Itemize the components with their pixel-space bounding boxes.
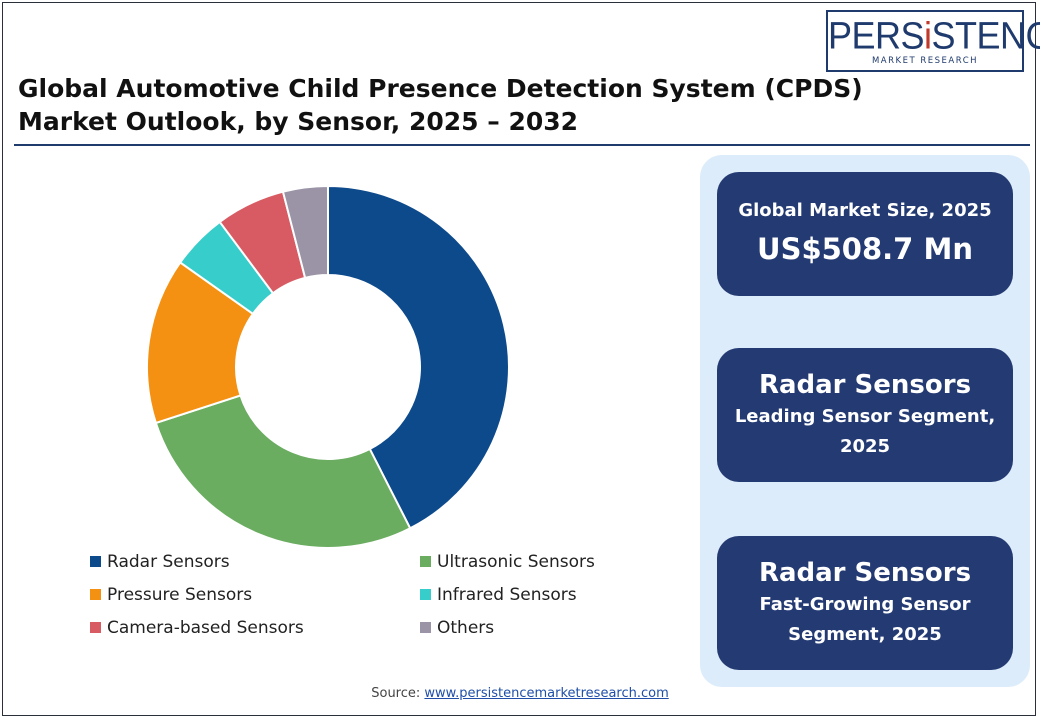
leading-segment-card: Radar Sensors Leading Sensor Segment, 20… [717,348,1013,482]
legend-label-camera-based-sensors: Camera-based Sensors [107,617,304,638]
leading-segment-caption-2: 2025 [839,436,891,457]
legend-swatch-ultrasonic-sensors [420,556,431,567]
brand-logo: PERSiSTENCE MARKET RESEARCH [826,10,1040,72]
donut-slice-pressure-sensors [146,261,255,425]
fastest-growing-card: Radar Sensors Fast-Growing Sensor Segmen… [717,536,1013,670]
leading-segment-name: Radar Sensors [758,370,972,400]
legend-label-pressure-sensors: Pressure Sensors [107,584,253,605]
legend-swatch-radar-sensors [90,556,101,567]
title-divider [14,144,1030,146]
source-note: Source: www.persistencemarketresearch.co… [0,686,1040,701]
source-prefix: Source: [371,686,421,701]
legend-item-pressure-sensors: Pressure Sensors [90,581,420,608]
donut-slice-ultrasonic-sensors [154,394,412,549]
fastest-segment-name: Radar Sensors [758,558,972,588]
market-size-card: Global Market Size, 2025 US$508.7 Mn [717,172,1013,296]
legend-item-camera-based-sensors: Camera-based Sensors [90,614,420,641]
donut-slice-others [281,184,329,280]
logo-tagline: MARKET RESEARCH [871,56,979,66]
legend-item-ultrasonic-sensors: Ultrasonic Sensors [420,548,650,575]
legend-swatch-pressure-sensors [90,589,101,600]
legend-label-infrared-sensors: Infrared Sensors [437,584,577,605]
donut-chart [146,184,510,549]
donut-slice-radar-sensors [327,184,510,530]
legend-swatch-others [420,622,431,633]
legend-item-infrared-sensors: Infrared Sensors [420,581,650,608]
market-size-label: Global Market Size, 2025 [738,200,992,221]
legend-label-radar-sensors: Radar Sensors [107,551,230,572]
legend-item-radar-sensors: Radar Sensors [90,548,420,575]
chart-legend: Radar Sensors Ultrasonic Sensors Pressure … [90,548,650,641]
legend-swatch-infrared-sensors [420,589,431,600]
legend-swatch-camera-based-sensors [90,622,101,633]
source-link[interactable]: www.persistencemarketresearch.com [424,686,669,701]
leading-segment-caption-1: Leading Sensor Segment, [734,406,996,427]
legend-label-others: Others [437,617,495,638]
logo-wordmark: PERSiSTENCE [828,13,1040,57]
market-size-value: US$508.7 Mn [757,232,973,266]
legend-item-others: Others [420,614,650,641]
fastest-segment-caption-1: Fast-Growing Sensor [759,594,971,615]
legend-label-ultrasonic-sensors: Ultrasonic Sensors [437,551,595,572]
chart-title: Global Automotive Child Presence Detecti… [18,74,863,136]
fastest-segment-caption-2: Segment, 2025 [788,624,942,645]
